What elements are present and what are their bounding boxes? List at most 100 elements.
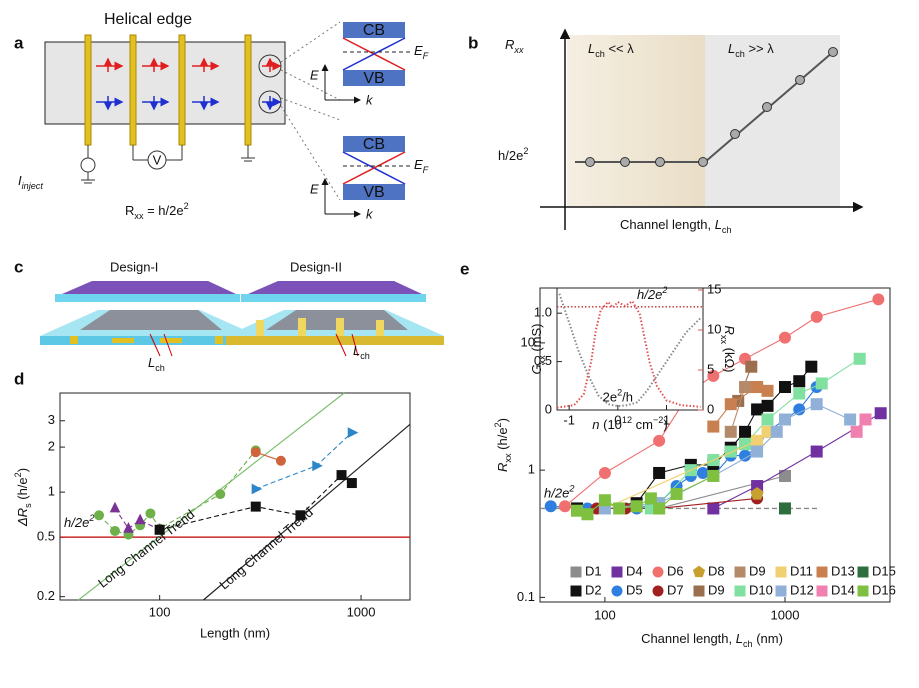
text-part: (mS) — [529, 324, 544, 356]
text-part: h/2e — [498, 148, 523, 163]
x-axis-title: Length (nm) — [200, 625, 270, 640]
quantum-label: h/2e2 — [498, 146, 528, 163]
legend-label: D2 — [585, 582, 602, 597]
marker — [215, 489, 226, 500]
text-part: (10 — [600, 417, 622, 432]
marker — [275, 455, 286, 466]
text-part: ch — [155, 363, 165, 373]
axis-label: E — [310, 67, 319, 82]
series-line — [255, 432, 353, 490]
legend-marker — [570, 566, 582, 578]
x-tick-label: 0 — [614, 412, 621, 427]
marker — [295, 510, 306, 521]
leader-lines — [280, 21, 341, 201]
fermi-label: EF — [414, 43, 429, 61]
legend-label: D13 — [831, 563, 855, 578]
marker — [793, 375, 806, 388]
marker — [644, 492, 657, 505]
short-region — [567, 35, 705, 207]
text-part: ch — [595, 49, 605, 59]
marker — [810, 398, 823, 411]
legend-marker — [652, 585, 664, 597]
x-tick-label: 1000 — [771, 607, 800, 622]
marker — [745, 360, 758, 373]
axis-label: k — [366, 206, 374, 221]
marker — [653, 502, 666, 515]
y-axis-title: Rxx (h/e2) — [493, 418, 513, 472]
edge-top — [96, 57, 282, 72]
series-line — [650, 358, 860, 509]
legend-label: D9 — [749, 563, 766, 578]
text-part: I — [18, 173, 22, 188]
text-part: R — [495, 463, 510, 472]
marker — [312, 460, 323, 472]
legend-label: D15 — [872, 563, 896, 578]
panel-label: e — [460, 259, 469, 278]
trend-line — [78, 392, 345, 601]
legend-marker — [652, 566, 664, 578]
text-part: h/2e — [637, 287, 662, 302]
text-part: h/2e — [544, 486, 569, 501]
marker — [778, 502, 791, 515]
legend-marker — [775, 566, 787, 578]
y-tick-label: 0.5 — [534, 353, 552, 368]
y-tick-label: 3 — [48, 412, 55, 427]
text-part: L — [353, 343, 360, 358]
marker — [250, 501, 261, 512]
marker — [598, 466, 611, 479]
marker — [94, 510, 105, 521]
text-part: 2e — [603, 390, 617, 405]
text-part: n — [592, 417, 599, 432]
band-label: VB — [363, 70, 384, 87]
text-part: (h/e — [15, 477, 30, 503]
text-part: s — [23, 503, 33, 508]
marker — [598, 494, 611, 507]
long-region — [705, 35, 840, 207]
panel-a: a Helical edge V Iinject Rxx = h/2e2 CB … — [14, 11, 429, 221]
text-part: F — [423, 165, 429, 175]
length-label: Lch — [148, 355, 165, 373]
text-part: R — [125, 203, 134, 218]
axis-label: k — [366, 92, 374, 107]
x-label: Channel length, Lch — [620, 217, 732, 235]
marker — [696, 466, 709, 479]
text-part: 2 — [88, 514, 94, 524]
text-part: E — [414, 157, 423, 172]
text-part: xx — [537, 355, 547, 365]
text-part: xx — [134, 211, 144, 221]
marker — [778, 331, 791, 344]
marker — [805, 360, 818, 373]
legend-marker — [570, 585, 582, 597]
text-part: (nm) — [753, 631, 783, 646]
regime-label: Lch >> λ — [728, 41, 774, 59]
marker — [134, 513, 146, 525]
marker — [761, 399, 774, 412]
text-part: 2 — [523, 146, 528, 156]
marker — [630, 500, 643, 513]
marker — [544, 500, 557, 513]
legend-label: D16 — [872, 582, 896, 597]
text-part: (h/e — [495, 427, 510, 453]
plot-frame — [539, 287, 891, 603]
marker — [850, 425, 863, 438]
contacts — [84, 34, 252, 146]
legend-label: D4 — [626, 563, 643, 578]
legend-label: D11 — [790, 563, 813, 578]
marker — [751, 381, 764, 394]
marker — [750, 487, 764, 500]
y-axis-title: ΔRs (h/e2) — [13, 468, 33, 527]
current-label: Iinject — [18, 173, 43, 191]
marker — [251, 483, 263, 495]
design-label: Design-I — [110, 259, 158, 274]
text-part: E — [414, 43, 423, 58]
band-label: CB — [363, 22, 385, 39]
text-part: cm — [632, 417, 653, 432]
legend-marker — [734, 585, 746, 597]
marker — [707, 502, 720, 515]
y-tick-label: 1 — [48, 484, 55, 499]
text-part: 2 — [493, 422, 503, 427]
legend-label: D1 — [585, 563, 602, 578]
edge-bottom — [96, 96, 282, 111]
y-tick-label: 10 — [521, 334, 535, 349]
schematic-points — [585, 47, 838, 167]
